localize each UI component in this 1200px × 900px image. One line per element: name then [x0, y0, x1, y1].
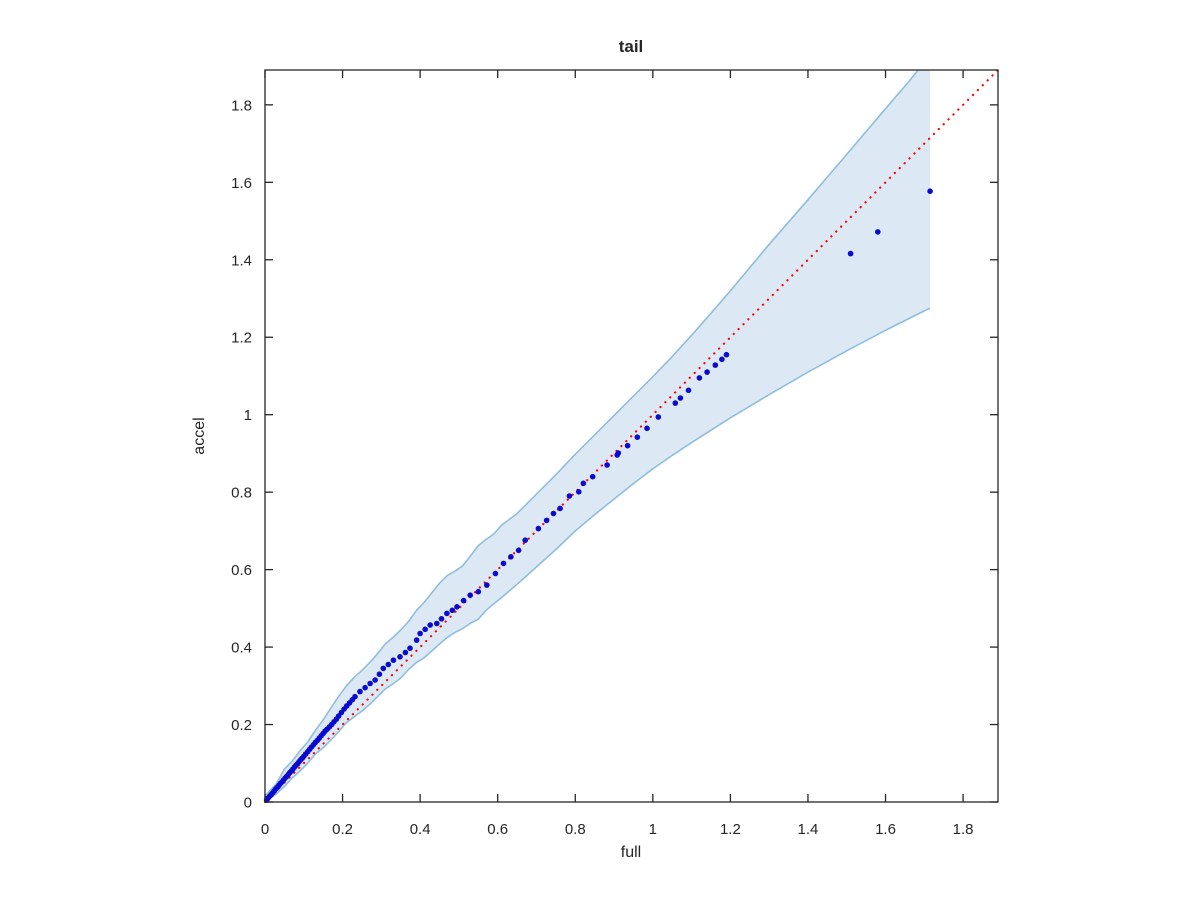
- plot-title: tail: [619, 37, 644, 56]
- scatter-point: [719, 356, 725, 363]
- scatter-point: [634, 434, 641, 441]
- scatter-point: [427, 622, 434, 628]
- scatter-point: [522, 537, 528, 543]
- scatter-point: [352, 693, 358, 700]
- scatter-point: [580, 480, 587, 487]
- x-tick-label: 1.6: [875, 821, 896, 838]
- scatter-point: [624, 442, 631, 449]
- scatter-point: [696, 375, 703, 381]
- scatter-point: [704, 369, 710, 375]
- scatter-point: [543, 517, 550, 524]
- scatter-point: [550, 510, 557, 517]
- band-upper-edge: [264, 69, 919, 797]
- reference-line: [263, 68, 1000, 804]
- scatter-points: [263, 188, 933, 803]
- scatter-point: [604, 462, 610, 468]
- y-tick-label: 1.6: [231, 175, 252, 192]
- y-tick-label: 0.2: [231, 717, 252, 734]
- scatter-point: [407, 645, 413, 651]
- scatter-point: [644, 425, 650, 432]
- scatter-point: [372, 677, 378, 683]
- y-tick-label: 0.6: [231, 562, 252, 579]
- x-tick-label: 0.4: [410, 821, 431, 838]
- y-tick-label: 0.4: [231, 640, 252, 657]
- scatter-point: [576, 489, 582, 495]
- scatter-point: [390, 657, 397, 663]
- confidence-band: [264, 69, 931, 803]
- y-tick-label: 1.4: [231, 252, 252, 269]
- x-axis-label: full: [621, 844, 641, 861]
- x-tick-label: 0.8: [565, 821, 586, 838]
- scatter-point: [589, 473, 596, 480]
- y-axis-label: accel: [191, 417, 208, 454]
- x-tick-label: 0.6: [487, 821, 508, 838]
- scatter-point: [362, 684, 368, 691]
- scatter-point: [417, 630, 423, 637]
- scatter-point: [460, 597, 467, 604]
- scatter-point: [723, 351, 730, 358]
- x-tick-label: 1.2: [720, 821, 741, 838]
- scatter-point: [413, 637, 420, 643]
- scatter-point: [380, 665, 387, 672]
- scatter-point: [449, 607, 456, 614]
- scatter-point: [535, 525, 542, 532]
- scatter-point: [875, 229, 881, 235]
- scatter-point: [385, 661, 392, 668]
- scatter-point: [615, 450, 622, 456]
- scatter-point: [712, 362, 719, 368]
- y-tick-label: 0.8: [231, 485, 252, 502]
- x-tick-label: 1: [649, 821, 657, 838]
- scatter-point: [376, 671, 383, 677]
- scatter-point: [484, 582, 490, 588]
- scatter-point: [566, 493, 573, 499]
- scatter-point: [402, 649, 409, 656]
- scatter-point: [500, 560, 507, 567]
- scatter-point: [357, 688, 363, 695]
- scatter-point: [397, 654, 403, 660]
- x-tick-label: 1.8: [953, 821, 974, 838]
- band-fill: [265, 70, 931, 802]
- y-tick-label: 0: [244, 795, 252, 812]
- scatter-point: [475, 588, 482, 595]
- scatter-point: [672, 400, 679, 406]
- scatter-point: [557, 505, 563, 512]
- scatter-point: [685, 387, 692, 394]
- y-tick-label: 1: [244, 407, 252, 424]
- scatter-point: [422, 626, 429, 633]
- plot-box: [264, 69, 999, 803]
- axes: 0 0.2 0.4 0.6 0.8 1 1.2 1.4 1.6 1.8 0 0.2 0.4 0.6 0.8 1…: [231, 69, 999, 838]
- scatter-point: [927, 188, 933, 194]
- scatter-point: [677, 395, 684, 401]
- scatter-point: [438, 616, 445, 622]
- identity-line: [263, 68, 1000, 804]
- scatter-point: [492, 570, 499, 577]
- y-tick-label: 1.2: [231, 330, 252, 347]
- scatter-point: [367, 680, 373, 687]
- scatter-point: [454, 604, 460, 610]
- x-tick-label: 0.2: [332, 821, 353, 838]
- scatter-point: [655, 414, 662, 420]
- scatter-point: [434, 620, 440, 627]
- scatter-point: [508, 554, 514, 560]
- y-tick-label: 1.8: [231, 97, 252, 114]
- scatter-point: [515, 547, 522, 554]
- scatter-point: [444, 610, 450, 617]
- scatter-point: [847, 250, 854, 257]
- scatter-point: [467, 592, 474, 598]
- x-tick-label: 1.4: [798, 821, 819, 838]
- x-tick-label: 0: [261, 821, 269, 838]
- band-lower-edge: [264, 307, 931, 803]
